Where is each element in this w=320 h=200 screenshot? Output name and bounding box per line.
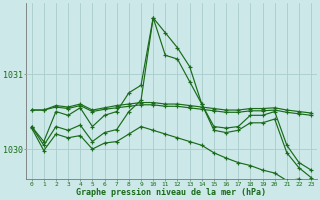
X-axis label: Graphe pression niveau de la mer (hPa): Graphe pression niveau de la mer (hPa) xyxy=(76,188,266,197)
